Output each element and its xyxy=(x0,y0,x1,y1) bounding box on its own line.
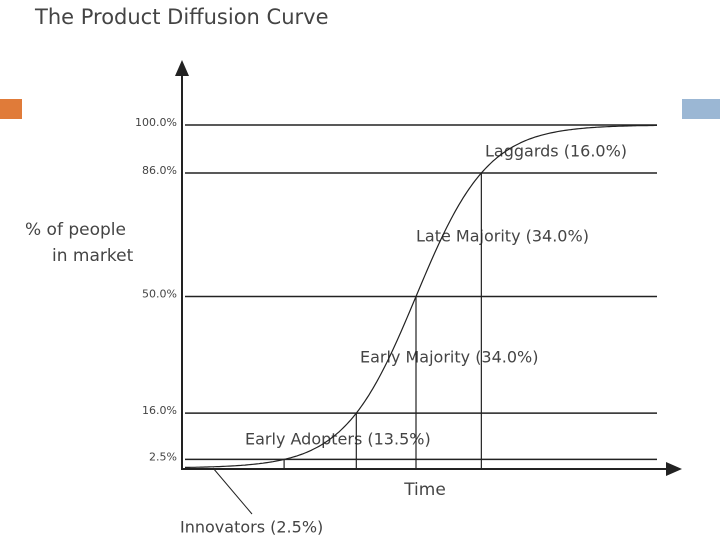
segment-label: Late Majority (34.0%) xyxy=(416,227,589,246)
x-axis-label: Time xyxy=(403,480,446,500)
y-tick-label: 100.0% xyxy=(135,116,177,129)
segment-label: Innovators (2.5%) xyxy=(180,518,323,537)
y-tick-label: 16.0% xyxy=(142,404,177,417)
chart-title: The Product Diffusion Curve xyxy=(34,5,329,29)
segment-label: Early Majority (34.0%) xyxy=(360,348,539,367)
y-axis-label: in market xyxy=(52,246,134,266)
accent-square xyxy=(682,99,720,119)
y-tick-label: 86.0% xyxy=(142,164,177,177)
x-axis-arrow xyxy=(666,462,682,476)
y-tick-label: 50.0% xyxy=(142,288,177,301)
accent-square xyxy=(0,99,22,119)
y-axis-label: % of people xyxy=(25,220,126,240)
leader-line xyxy=(212,467,253,515)
y-tick-label: 2.5% xyxy=(149,450,177,463)
segment-label: Laggards (16.0%) xyxy=(485,142,627,161)
adoption-curve xyxy=(185,124,657,468)
y-axis-arrow xyxy=(175,60,189,76)
segment-label: Early Adopters (13.5%) xyxy=(245,430,431,449)
